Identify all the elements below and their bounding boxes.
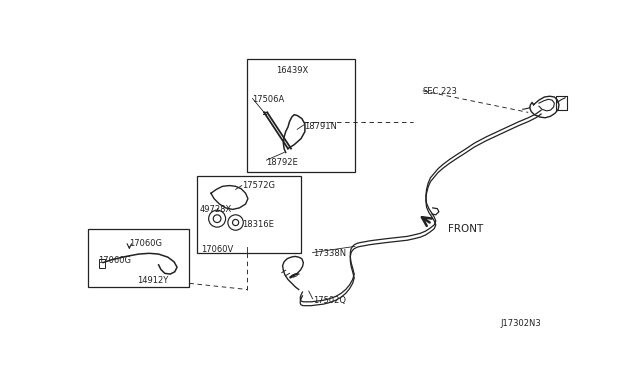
Text: 49728X: 49728X <box>200 205 232 214</box>
Text: 18792E: 18792E <box>266 158 298 167</box>
Text: 14912Y: 14912Y <box>137 276 168 285</box>
Text: 18316E: 18316E <box>242 220 274 229</box>
Text: 17060V: 17060V <box>201 245 233 254</box>
Text: 17572G: 17572G <box>242 181 275 190</box>
Text: J17302N3: J17302N3 <box>500 319 541 328</box>
Text: 16439X: 16439X <box>276 66 308 75</box>
Text: 17060G: 17060G <box>99 256 132 265</box>
Bar <box>247 58 355 172</box>
Text: 17502Q: 17502Q <box>312 296 346 305</box>
Text: 17338N: 17338N <box>312 249 346 258</box>
Bar <box>556 96 566 110</box>
Text: SEC.223: SEC.223 <box>422 87 458 96</box>
Text: 18791N: 18791N <box>304 122 337 131</box>
Bar <box>197 176 301 253</box>
Text: 17506A: 17506A <box>253 95 285 104</box>
Bar <box>88 230 189 287</box>
Text: 17060G: 17060G <box>129 239 163 248</box>
Text: FRONT: FRONT <box>448 224 483 234</box>
Bar <box>99 259 105 268</box>
